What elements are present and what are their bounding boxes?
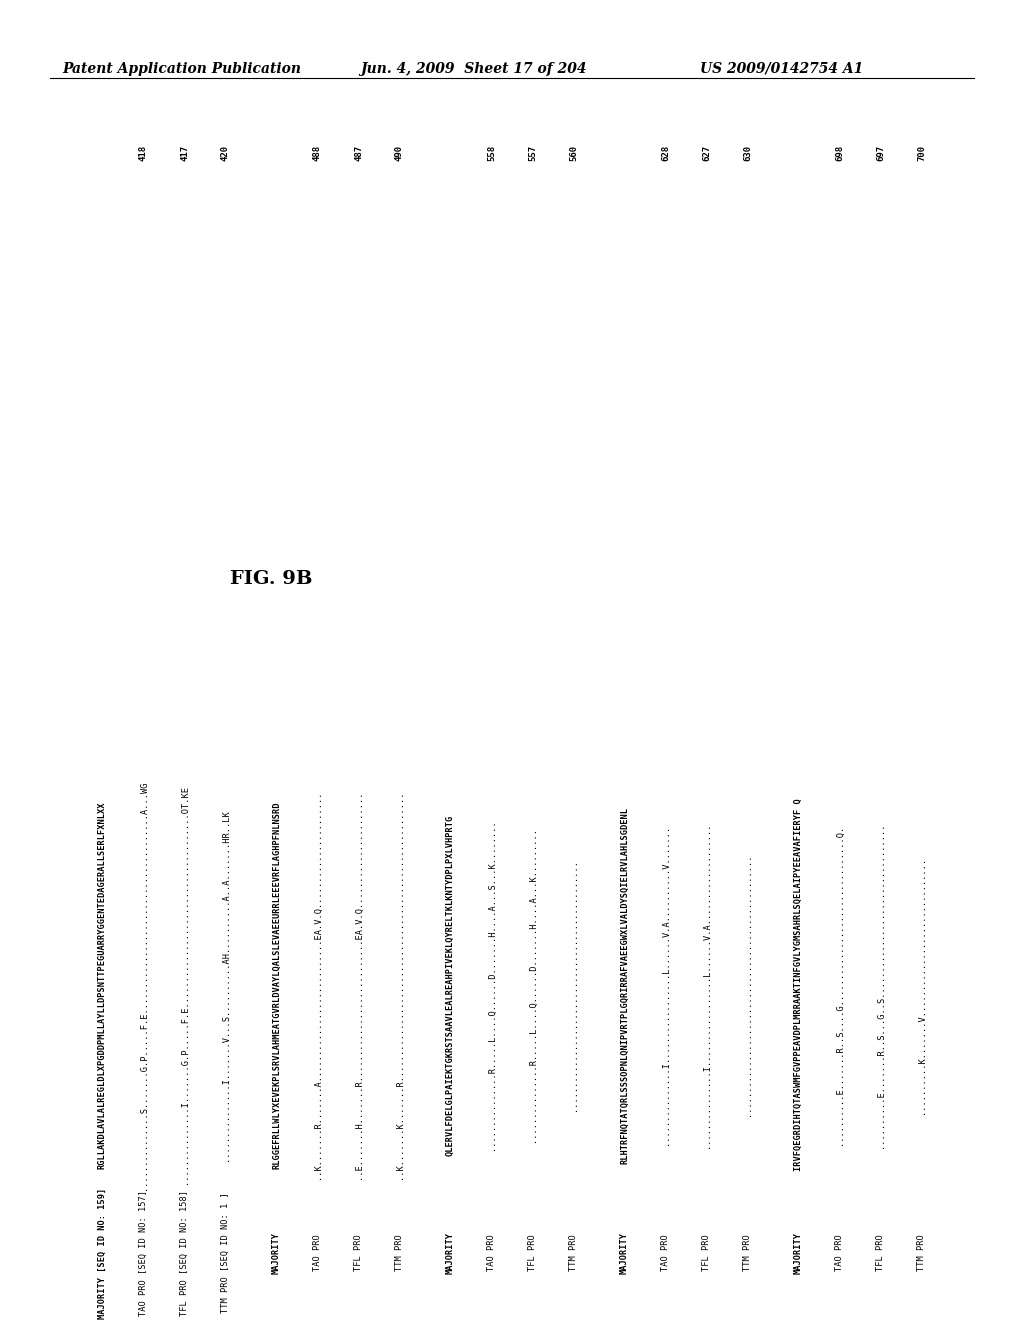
Text: ..K.......R.......A...........................EA.V.Q......................: ..K.......R.......A.....................…	[313, 791, 322, 1179]
Text: TTM PRO: TTM PRO	[918, 1234, 926, 1271]
Text: MAJORITY: MAJORITY	[446, 1232, 455, 1274]
Text: 488: 488	[313, 145, 322, 161]
Text: ..E.......H.......R...........................EA.V.Q......................: ..E.......H.......R.....................…	[354, 791, 362, 1179]
Text: US 2009/0142754 A1: US 2009/0142754 A1	[700, 62, 863, 77]
Text: 630: 630	[743, 145, 752, 161]
Text: MAJORITY: MAJORITY	[620, 1232, 629, 1274]
Text: TTM PRO [SEQ ID NO: 1 ]: TTM PRO [SEQ ID NO: 1 ]	[221, 1193, 230, 1313]
Text: MAJORITY: MAJORITY	[794, 1232, 803, 1274]
Text: TAO PRO: TAO PRO	[662, 1234, 670, 1271]
Text: ..........E.......R..S....G................................Q.: ..........E.......R..S....G.............…	[835, 825, 844, 1146]
Text: ..................................................: ........................................…	[743, 854, 752, 1117]
Text: ..........E.......R..S...G..S.................................: ..........E.......R..S...G..S...........…	[876, 822, 885, 1148]
Text: 628: 628	[662, 145, 670, 161]
Text: 698: 698	[835, 145, 844, 161]
Text: ..........K.......V..............................: ..........K.......V.....................…	[918, 857, 926, 1114]
Text: ...............S.......G.P.....F.E......................................A...WG: ...............S.......G.P.....F.E......…	[139, 780, 148, 1189]
Text: TFL PRO: TFL PRO	[702, 1234, 711, 1271]
Text: 557: 557	[528, 145, 537, 161]
Text: Jun. 4, 2009  Sheet 17 of 204: Jun. 4, 2009 Sheet 17 of 204	[360, 62, 587, 77]
Text: TFL PRO [SEQ ID NO: 158]: TFL PRO [SEQ ID NO: 158]	[180, 1191, 189, 1316]
Text: TTM PRO: TTM PRO	[569, 1234, 578, 1271]
Text: QLERVLFDELGLPAIEKTGKRSTSAAVLEALREAHPIVEKLQYRELTKLKNTYDPLPXLVHPRTG: QLERVLFDELGLPAIEKTGKRSTSAAVLEALREAHPIVEK…	[446, 814, 455, 1155]
Text: TFL PRO: TFL PRO	[528, 1234, 537, 1271]
Text: 558: 558	[487, 145, 496, 161]
Text: 418: 418	[139, 145, 148, 161]
Text: 700: 700	[918, 145, 926, 161]
Text: ...............R.....L....Q......D.......H....A...K.........: ...............R.....L....Q......D......…	[528, 828, 537, 1143]
Text: TTM PRO: TTM PRO	[743, 1234, 752, 1271]
Text: TAO PRO: TAO PRO	[487, 1234, 496, 1271]
Text: Patent Application Publication: Patent Application Publication	[62, 62, 301, 77]
Text: FIG. 9B: FIG. 9B	[230, 570, 312, 587]
Text: ...............I.................L......V.A...................: ...............I.................L......…	[702, 822, 711, 1148]
Text: ...............I.................L......V.A..........V.......: ...............I.................L......…	[662, 825, 670, 1146]
Text: IRVFQEGRDIHTQTASWMFGVPPEAVDPLMRRAAKTINFGVLYGMSAHRLSQELAIPYEEAVAFIERYF Q: IRVFQEGRDIHTQTASWMFGVPPEAVDPLMRRAAKTINFG…	[794, 799, 803, 1171]
Text: RLGGEFRLLWLYXEVEKPLSRVLAHMEATGVRLDVAYLQALSLEVAEEURRLEEEVRFLAGHPFNLNSRD: RLGGEFRLLWLYXEVEKPLSRVLAHMEATGVRLDVAYLQA…	[272, 801, 281, 1168]
Text: TFL PRO: TFL PRO	[354, 1234, 362, 1271]
Text: ...............I.......G.P.....F.E.....................................OT.KE: ...............I.......G.P.....F.E......…	[180, 785, 189, 1184]
Text: 560: 560	[569, 145, 578, 161]
Text: 697: 697	[876, 145, 885, 161]
Text: TAO PRO: TAO PRO	[313, 1234, 322, 1271]
Text: RLHTRFNQTATQRLSSSOPNLQNIPVRTPLGQRIRRAFVAEEGWXLVALDYSQIELRVLAHLSGDENL: RLHTRFNQTATQRLSSSOPNLQNIPVRTPLGQRIRRAFVA…	[620, 807, 629, 1163]
Text: MAJORITY: MAJORITY	[272, 1232, 281, 1274]
Text: MAJORITY [SEQ ID NO: 159]: MAJORITY [SEQ ID NO: 159]	[98, 1188, 106, 1319]
Text: 627: 627	[702, 145, 711, 161]
Text: TAO PRO: TAO PRO	[835, 1234, 844, 1271]
Text: RGLLAKDLAVLALREGLDLXPGDDPMLLAYLLDPSNTTPEGUARRYGGENTEDAGERALLSERLFXNLXX: RGLLAKDLAVLALREGLDLXPGDDPMLLAYLLDPSNTTPE…	[98, 801, 106, 1168]
Text: 417: 417	[180, 145, 189, 161]
Text: ...............I.......V...S..........AH..........A..A.......HR..LK: ...............I.......V...S..........AH…	[221, 809, 230, 1160]
Text: 420: 420	[221, 145, 230, 161]
Text: ...............R.....L....Q......D.......H....A...S...K........: ...............R.....L....Q......D......…	[487, 820, 496, 1150]
Text: TFL PRO: TFL PRO	[876, 1234, 885, 1271]
Text: 490: 490	[395, 145, 404, 161]
Text: ..K.......K.......R.......................................................: ..K.......K.......R.....................…	[395, 791, 404, 1179]
Text: TTM PRO: TTM PRO	[395, 1234, 404, 1271]
Text: 487: 487	[354, 145, 362, 161]
Text: TAO PRO [SEQ ID NO: 157]: TAO PRO [SEQ ID NO: 157]	[139, 1191, 148, 1316]
Text: ................................................: ........................................…	[569, 859, 578, 1111]
